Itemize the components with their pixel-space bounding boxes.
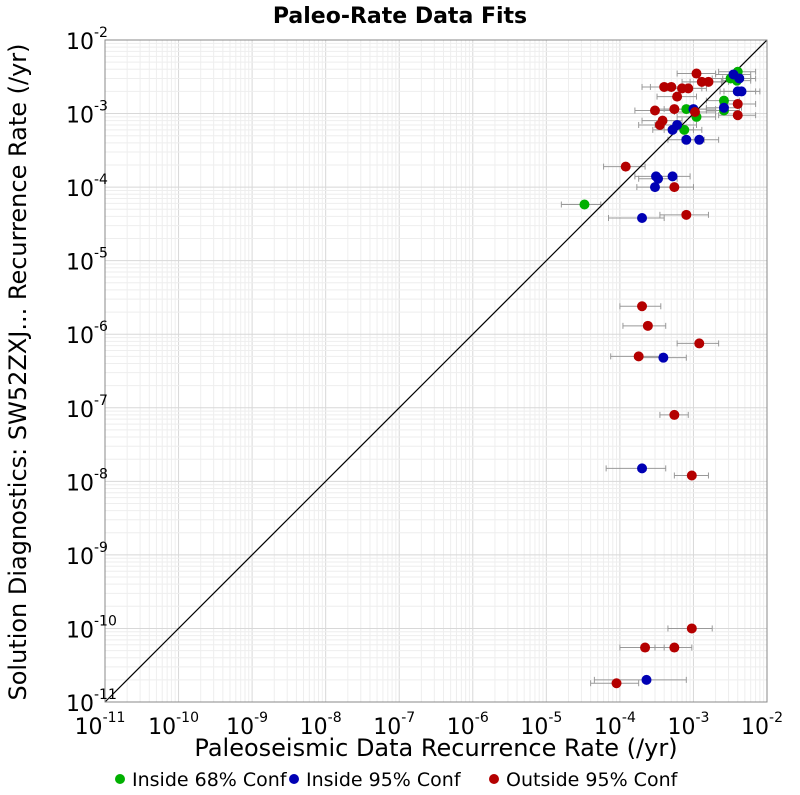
data-point <box>736 86 747 97</box>
y-tick-label: 10-7 <box>66 393 108 423</box>
data-point <box>686 623 697 634</box>
data-point <box>669 642 680 653</box>
y-axis-label: Solution Diagnostics: SW52ZXJ... Recurre… <box>4 43 32 700</box>
y-tick-label: 10-9 <box>66 540 108 570</box>
legend-marker <box>489 774 499 784</box>
chart-title: Paleo-Rate Data Fits <box>273 4 527 29</box>
grid <box>104 40 767 703</box>
data-point <box>620 161 631 172</box>
data-point <box>672 91 683 102</box>
legend-label: Inside 68% Conf <box>132 769 288 791</box>
data-point <box>633 351 644 362</box>
legend-marker <box>115 774 125 784</box>
data-point <box>718 102 729 113</box>
data-point <box>658 352 669 363</box>
data-point <box>654 119 665 130</box>
data-point <box>649 105 660 116</box>
data-point <box>667 171 678 182</box>
data-point <box>637 463 648 474</box>
data-points <box>579 66 747 689</box>
data-point <box>642 320 653 331</box>
y-tick-label: 10-8 <box>66 466 108 496</box>
data-point <box>732 110 743 121</box>
y-tick-label: 10-6 <box>66 319 108 349</box>
data-point <box>653 173 664 184</box>
x-tick-label: 10-5 <box>520 710 562 740</box>
data-point <box>637 301 648 312</box>
data-point <box>669 104 680 115</box>
y-tick-label: 10-5 <box>66 246 108 276</box>
x-tick-label: 10-7 <box>373 710 415 740</box>
data-point <box>641 674 652 685</box>
data-point <box>681 134 692 145</box>
x-axis-label: Paleoseismic Data Recurrence Rate (/yr) <box>194 734 677 762</box>
data-point <box>703 76 714 87</box>
x-tick-label: 10-9 <box>226 710 268 740</box>
data-point <box>667 124 678 135</box>
data-point <box>690 106 701 117</box>
data-point <box>640 642 651 653</box>
data-point <box>694 338 705 349</box>
y-tick-label: 10-2 <box>66 25 108 55</box>
data-point <box>691 68 702 79</box>
data-point <box>669 409 680 420</box>
data-point <box>666 81 677 92</box>
x-tick-label: 10-3 <box>667 710 709 740</box>
x-tick-label: 10-11 <box>75 710 126 740</box>
y-tick-label: 10-11 <box>66 687 117 717</box>
data-point <box>679 124 690 135</box>
data-point <box>579 199 590 210</box>
data-point <box>659 81 670 92</box>
plot-frame <box>104 39 768 703</box>
legend-label: Outside 95% Conf <box>506 769 679 791</box>
x-tick-label: 10-2 <box>741 710 783 740</box>
y-tick-label: 10-10 <box>66 613 117 643</box>
legend-marker <box>289 774 299 784</box>
data-point <box>637 213 648 224</box>
y-axis-ticks: 10-11 10-10 10-9 10-8 10-7 10-6 10-5 10-4 10-3 10… <box>66 25 117 717</box>
y-tick-label: 10-4 <box>66 172 108 202</box>
legend-label: Inside 95% Conf <box>306 769 462 791</box>
x-tick-label: 10-10 <box>148 710 199 740</box>
data-point <box>732 98 743 109</box>
data-point <box>686 470 697 481</box>
data-point <box>611 678 622 689</box>
data-point <box>718 95 729 106</box>
data-point <box>694 134 705 145</box>
data-point <box>681 209 692 220</box>
legend: Inside 68% Conf Inside 95% Conf Outside 95… <box>115 769 679 791</box>
x-axis-ticks: 10-11 10-10 10-9 10-8 10-7 10-6 10-5 10-4 10-3 10… <box>75 710 783 740</box>
data-point <box>683 83 694 94</box>
x-tick-label: 10-4 <box>594 710 636 740</box>
x-tick-label: 10-8 <box>300 710 342 740</box>
reference-line <box>104 39 768 703</box>
data-point <box>649 182 660 193</box>
data-point <box>734 73 745 84</box>
data-point <box>681 104 692 115</box>
x-tick-label: 10-6 <box>447 710 489 740</box>
y-tick-label: 10-3 <box>66 99 108 129</box>
data-point <box>669 182 680 193</box>
